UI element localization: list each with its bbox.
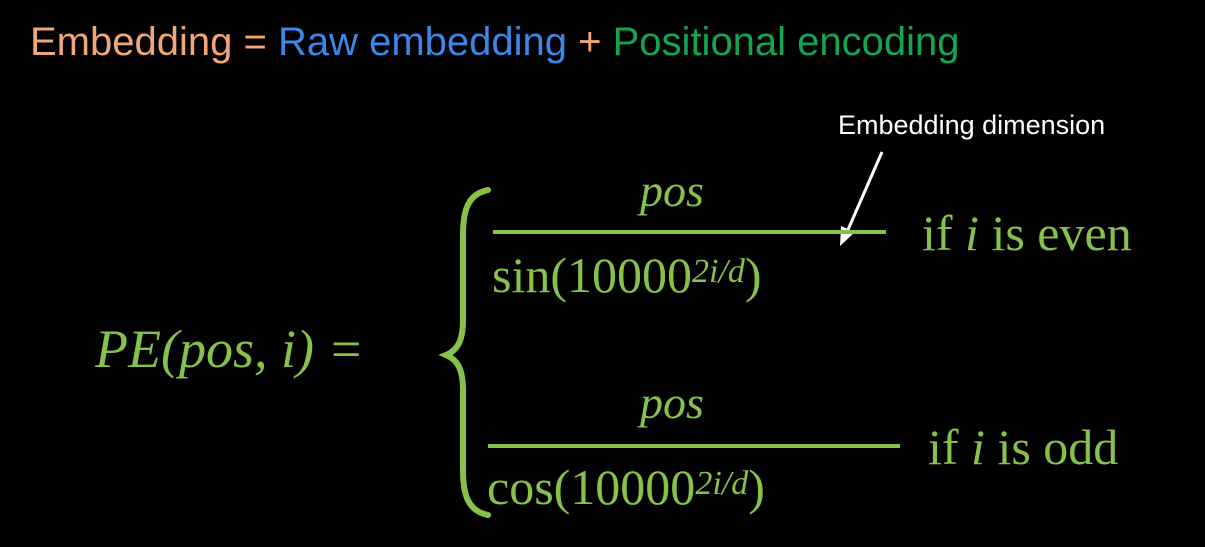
left-brace — [438, 187, 491, 518]
case-1-close: ) — [744, 247, 762, 303]
annotation-arrow-head — [840, 226, 855, 246]
case-1-exponent: 2i/d — [692, 253, 745, 290]
case-1-cond-var: i — [965, 205, 979, 261]
case-1-cond-suffix: is even — [978, 205, 1132, 261]
case-2-cond-prefix: if — [928, 419, 972, 475]
case-2-close: ) — [748, 459, 765, 515]
headline-positional-encoding: Positional encoding — [612, 20, 960, 64]
case-2-numerator: pos — [640, 377, 704, 428]
headline: Embedding = Raw embedding + Positional e… — [30, 20, 960, 65]
case-2-condition: if i is odd — [928, 422, 1118, 472]
case-2-denominator: cos(100002i/d) — [487, 462, 765, 512]
case-1-func: sin(10000 — [492, 247, 692, 303]
case-2-exponent: 2i/d — [695, 465, 749, 502]
case-2-cond-suffix: is odd — [984, 419, 1119, 475]
annotation-label: Embedding dimension — [838, 110, 1106, 140]
case-1-condition: if i is even — [922, 208, 1132, 258]
case-1-denominator: sin(100002i/d) — [492, 250, 762, 300]
headline-plus: + — [567, 20, 613, 64]
case-1-fraction-line — [493, 230, 886, 234]
annotation-arrow-line — [845, 151, 884, 233]
case-2-fraction-line — [488, 444, 900, 448]
headline-embedding: Embedding — [30, 20, 233, 64]
case-1-numerator: pos — [640, 165, 704, 216]
formula-lhs: PE(pos, i) = — [95, 319, 364, 379]
case-2-cond-var: i — [971, 419, 985, 475]
headline-raw-embedding: Raw embedding — [277, 20, 568, 64]
case-1-cond-prefix: if — [922, 205, 966, 261]
case-2-func: cos(10000 — [487, 459, 696, 515]
headline-equals: = — [232, 20, 278, 64]
